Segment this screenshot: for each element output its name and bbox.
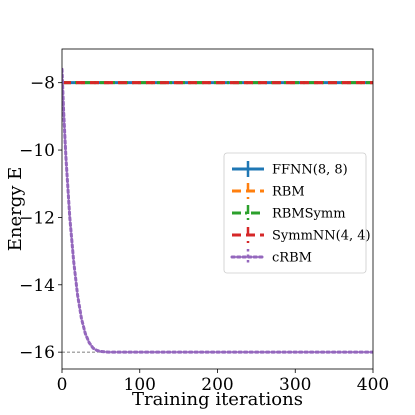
- x-tick-label-4: 400: [357, 375, 389, 395]
- series-group: [62, 67, 373, 354]
- legend-label-0: FFNN(8, 8): [272, 163, 348, 178]
- legend-label-4: cRBM: [272, 251, 312, 266]
- y-axis-label: Energy E: [5, 167, 26, 252]
- x-axis-label: Training iterations: [132, 389, 303, 410]
- legend: FFNN(8, 8) RBM RBMSymm SymmNN(4, 4) cRBM: [223, 152, 371, 274]
- y-tick-label-4: −8: [30, 74, 55, 94]
- x-tick-label-1: 100: [124, 375, 156, 395]
- legend-label-1: RBM: [272, 185, 305, 200]
- y-tick-label-1: −14: [19, 276, 55, 296]
- y-tick-label-0: −16: [19, 343, 55, 363]
- x-tick-label-2: 200: [201, 375, 233, 395]
- legend-label-3: SymmNN(4, 4): [272, 229, 371, 244]
- x-tick-label-0: 0: [57, 375, 68, 395]
- legend-label-2: RBMSymm: [272, 207, 346, 222]
- series-line-4: [62, 67, 373, 354]
- axes: 0 100 200 300 400 −16 −14 −12 −10 −8 Training iter…: [5, 48, 389, 410]
- y-tick-label-2: −12: [19, 208, 55, 228]
- y-tick-label-3: −10: [19, 141, 55, 161]
- x-tick-label-3: 300: [279, 375, 311, 395]
- plot-area: [62, 67, 373, 354]
- legend-box: [223, 152, 367, 274]
